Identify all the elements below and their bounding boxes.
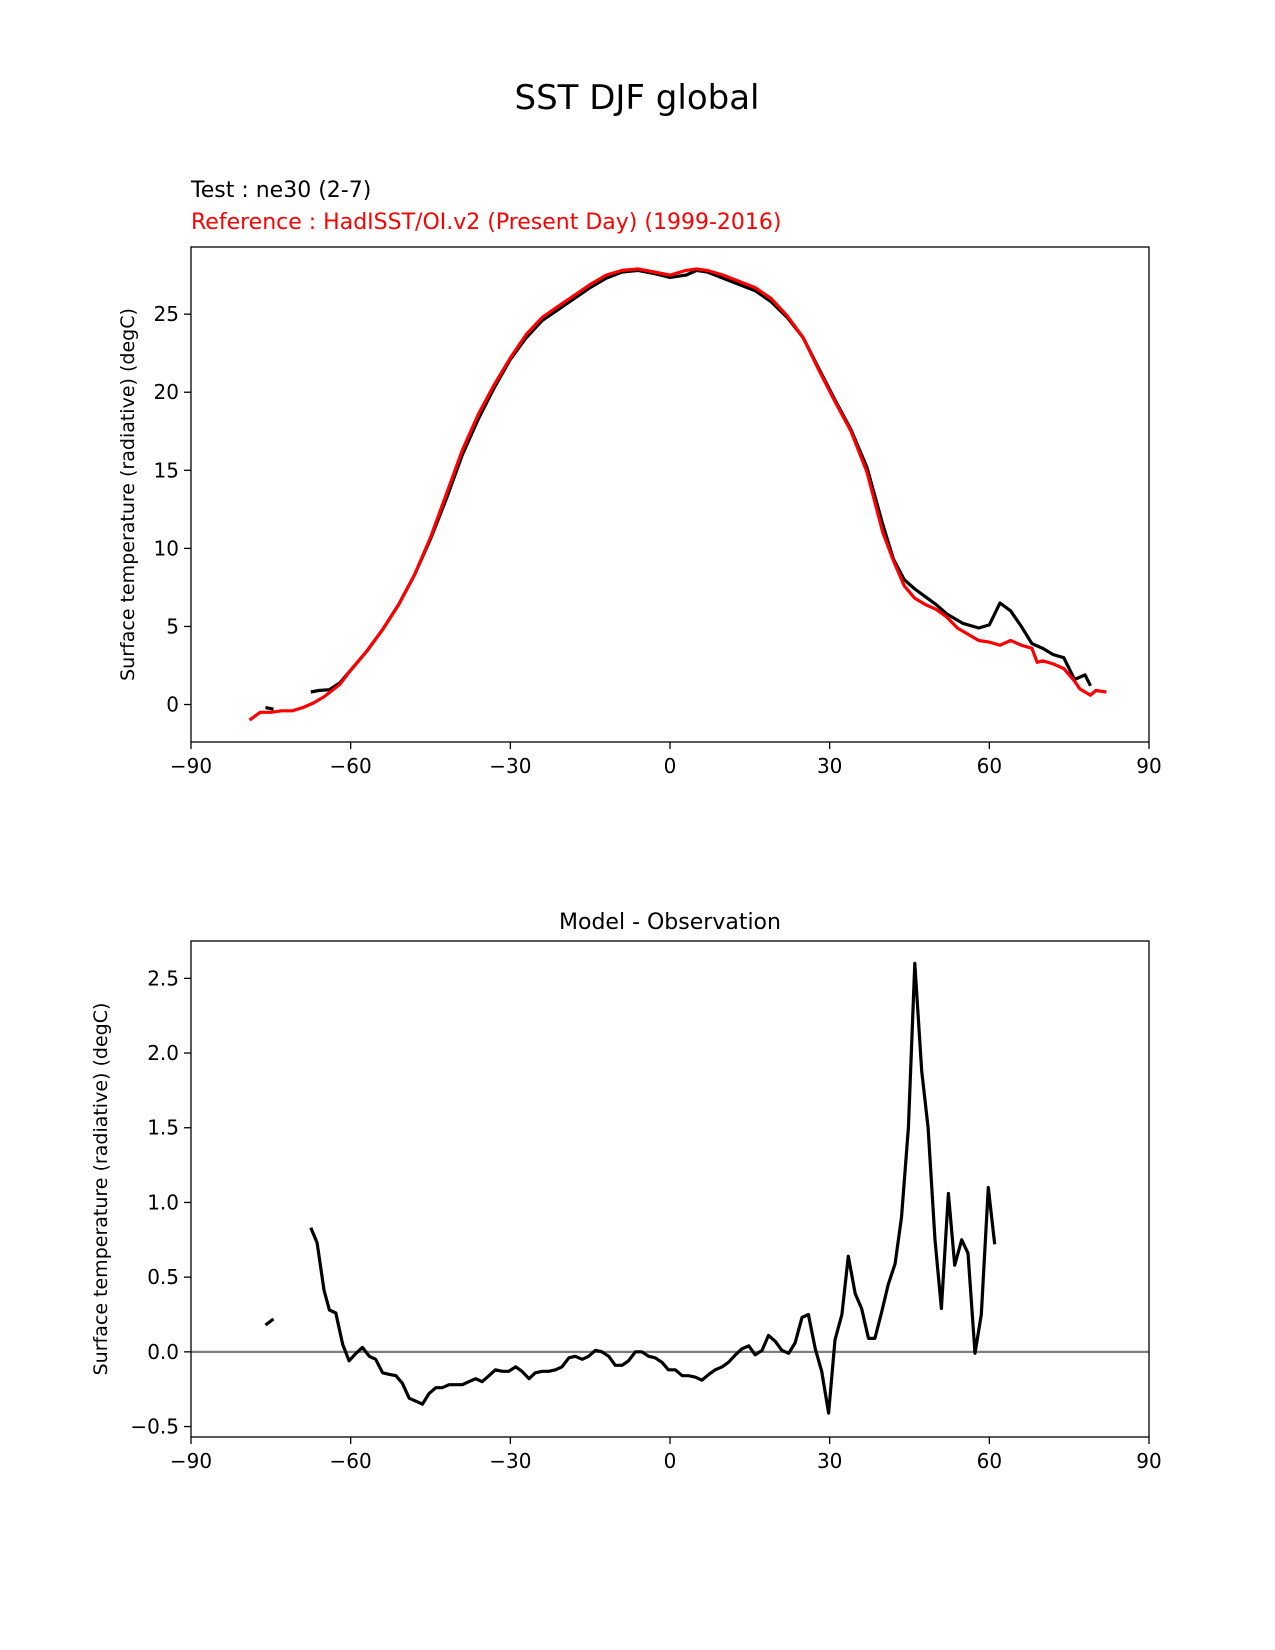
bottom-ylabel: Surface temperature (radiative) (degC) [90,1003,112,1376]
bottom-xtick-label: −90 [170,1449,212,1473]
top-ytick-label: 0 [166,693,179,717]
top-xtick-label: −30 [489,754,531,778]
bottom-title: Model - Observation [559,910,781,935]
top-xtick-label: −90 [170,754,212,778]
top-ytick-label: 25 [154,302,179,326]
bottom-xtick-label: 90 [1136,1449,1161,1473]
top-xtick-label: 30 [817,754,842,778]
bottom-ytick-label: 1.5 [147,1116,179,1140]
bottom-xtick-label: −30 [489,1449,531,1473]
bottom-panel: −90 −60 −30 0 30 60 90 −0.5 0.0 0.5 1.0 1.5 2.0 2.5 Su… [90,910,1162,1473]
top-ytick-label: 5 [166,614,179,638]
figure-suptitle: SST DJF global [514,78,759,118]
bottom-ytick-label: 2.5 [147,966,179,990]
top-series-reference-line-0 [248,267,1107,722]
bottom-xtick-label: 60 [977,1449,1002,1473]
top-ytick-label: 20 [154,380,179,404]
bottom-series-test-line-1 [309,961,997,1415]
bottom-xtick-label: 30 [817,1449,842,1473]
bottom-series-test-line-0 [264,1317,275,1327]
top-series-test-line-0 [265,706,274,711]
bottom-ytick-label: 2.0 [147,1041,179,1065]
top-ytick-label: 10 [154,536,179,560]
bottom-xtick-label: 0 [664,1449,677,1473]
test-label: Test : ne30 (2-7) [190,178,371,203]
top-xtick-label: 60 [977,754,1002,778]
top-panel: −90 −60 −30 0 30 60 90 0 5 10 15 20 25 Surface temper… [117,246,1162,778]
top-ytick-label: 15 [154,458,179,482]
bottom-ytick-label: −0.5 [130,1415,179,1439]
bottom-ytick-label: 0.5 [147,1265,179,1289]
bottom-ytick-label: 1.0 [147,1190,179,1214]
top-xtick-label: 90 [1136,754,1161,778]
bottom-ytick-label: 0.0 [147,1340,179,1364]
top-xtick-label: 0 [664,754,677,778]
bottom-xtick-label: −60 [330,1449,372,1473]
top-ylabel: Surface temperature (radiative) (degC) [117,308,139,681]
top-xtick-label: −60 [330,754,372,778]
reference-label: Reference : HadISST/OI.v2 (Present Day) … [191,210,781,235]
